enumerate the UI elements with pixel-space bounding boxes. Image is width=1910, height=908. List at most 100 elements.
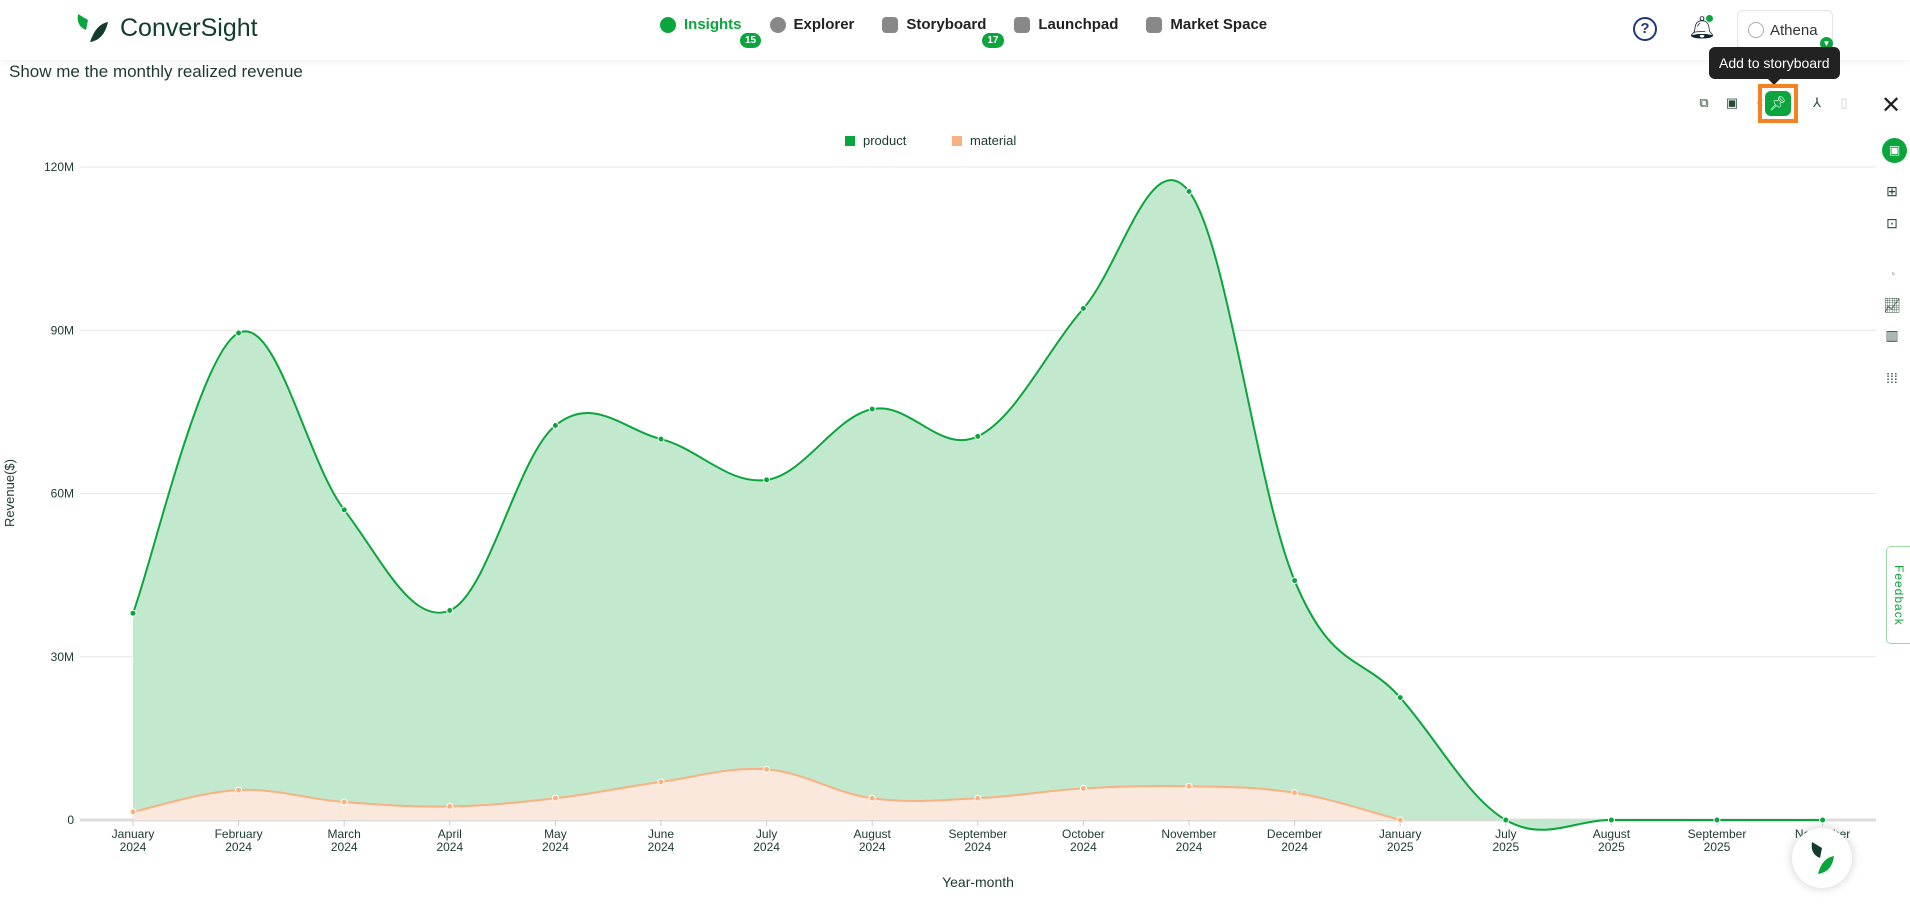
x-tick-label: 2025 [1492,840,1519,854]
data-point-product [1607,816,1615,824]
x-tick-label: 2024 [1176,840,1203,854]
data-point-material [763,765,771,773]
x-tick-label: 2024 [964,840,991,854]
data-point-product [1502,816,1510,824]
brand-name: ConverSight [120,13,258,42]
add-to-storyboard-button[interactable]: 📌︎ [1758,84,1798,123]
nav-label: Explorer [793,16,855,33]
area-product [133,180,1823,830]
nav-storyboard[interactable]: Storyboard 17 [882,16,1004,48]
x-tick-label: May [544,827,567,841]
chatbot-button[interactable] [1792,828,1852,888]
nav-label: Market Space [1170,16,1268,33]
x-tick-label: 2024 [542,840,569,854]
x-tick-label: 2025 [1598,840,1625,854]
storyboard-icon [882,16,899,33]
x-tick-label: September [948,827,1007,841]
storyboard-badge: 17 [982,33,1004,48]
chevron-down-icon[interactable]: ▼ [1820,37,1833,50]
nav-market-space[interactable]: Market Space [1146,16,1267,33]
bar-chart-icon[interactable]: ▥ [1885,327,1899,343]
nav-launchpad[interactable]: Launchpad [1014,16,1118,33]
logo[interactable]: ConverSight [74,12,258,44]
user-name: Athena [1770,21,1818,39]
data-point-product [1185,187,1193,195]
x-tick-label: September [1688,827,1747,841]
query-text: Show me the monthly realized revenue [9,62,303,81]
x-tick-label: August [1593,827,1631,841]
top-bar: ConverSight Insights 15 Explorer Storyboa… [0,0,1910,60]
data-point-material [1185,782,1193,790]
nav-label: Storyboard [906,16,987,33]
x-tick-label: January [1379,827,1422,841]
x-tick-label: August [854,827,892,841]
y-tick-label: 120M [44,160,74,174]
data-point-product [657,435,665,443]
feedback-tab[interactable]: Feedback [1886,546,1910,644]
data-point-product [1291,577,1299,585]
x-tick-label: April [438,827,462,841]
data-point-product [868,405,876,413]
x-tick-label: March [328,827,361,841]
data-point-product [1396,694,1404,702]
nav-insights[interactable]: Insights 15 [660,16,762,48]
data-point-material [1079,784,1087,792]
data-point-material [235,786,243,794]
x-tick-label: 2024 [331,840,358,854]
schedule-icon[interactable]: ▣ [1725,95,1739,110]
data-point-product [340,506,348,514]
help-icon[interactable]: ? [1633,17,1657,41]
legend-swatch-material [952,136,962,146]
legend-label-product: product [863,133,907,148]
notification-dot [1706,15,1713,22]
data-point-product [1079,304,1087,312]
x-tick-label: 2024 [648,840,675,854]
x-tick-label: 2024 [120,840,147,854]
x-tick-label: October [1062,827,1105,841]
rocket-icon [1014,16,1031,33]
conversight-logo-icon [77,14,108,42]
table-icon[interactable]: ⊞ [1886,183,1898,199]
x-tick-label: November [1161,827,1216,841]
x-tick-label: 2025 [1704,840,1731,854]
y-axis-title: Revenue($) [2,459,17,527]
pdf-icon[interactable]: ⅄ [1813,95,1821,110]
data-point-material [551,794,559,802]
data-point-product [1819,816,1827,824]
x-tick-label: 2024 [225,840,252,854]
data-point-product [763,476,771,484]
data-point-material [446,802,454,810]
save-icon[interactable]: ▣ [1882,138,1907,163]
line-chart-icon[interactable]: 📈︎ [1883,297,1901,313]
data-point-material [1291,789,1299,797]
x-tick-label: 2024 [436,840,463,854]
y-tick-label: 60M [51,487,74,501]
file-icon[interactable]: ▯ [1840,95,1848,110]
close-icon[interactable]: ✕ [1881,92,1902,119]
x-tick-label: February [215,827,263,841]
nav-label: Insights [684,16,742,33]
data-point-material [657,778,665,786]
nav-explorer[interactable]: Explorer [769,16,855,33]
copy-icon[interactable]: ⧉ [1699,95,1709,110]
data-point-product [235,329,243,337]
x-tick-label: July [1495,827,1516,841]
pin-icon: 📌︎ [1765,91,1791,116]
x-tick-label: 2024 [1281,840,1308,854]
x-tick-label: January [112,827,155,841]
nav-label: Launchpad [1038,16,1119,33]
y-tick-label: 0 [67,813,74,827]
data-point-product [551,421,559,429]
main-nav: Insights 15 Explorer Storyboard 17 Launchp… [660,16,1267,48]
x-tick-label: June [648,827,674,841]
store-icon [1146,16,1163,33]
tooltip: Add to storyboard [1709,47,1840,85]
user-icon [1748,22,1764,38]
pie-chart-icon[interactable]: ◔ [1887,266,1897,282]
grid-menu-icon[interactable]: ⁞⁞⁞ [1886,370,1898,386]
pivot-icon[interactable]: ⊡ [1886,215,1898,231]
insights-badge: 15 [740,33,762,48]
y-tick-label: 30M [51,650,74,664]
data-point-material [974,794,982,802]
data-point-material [340,798,348,806]
